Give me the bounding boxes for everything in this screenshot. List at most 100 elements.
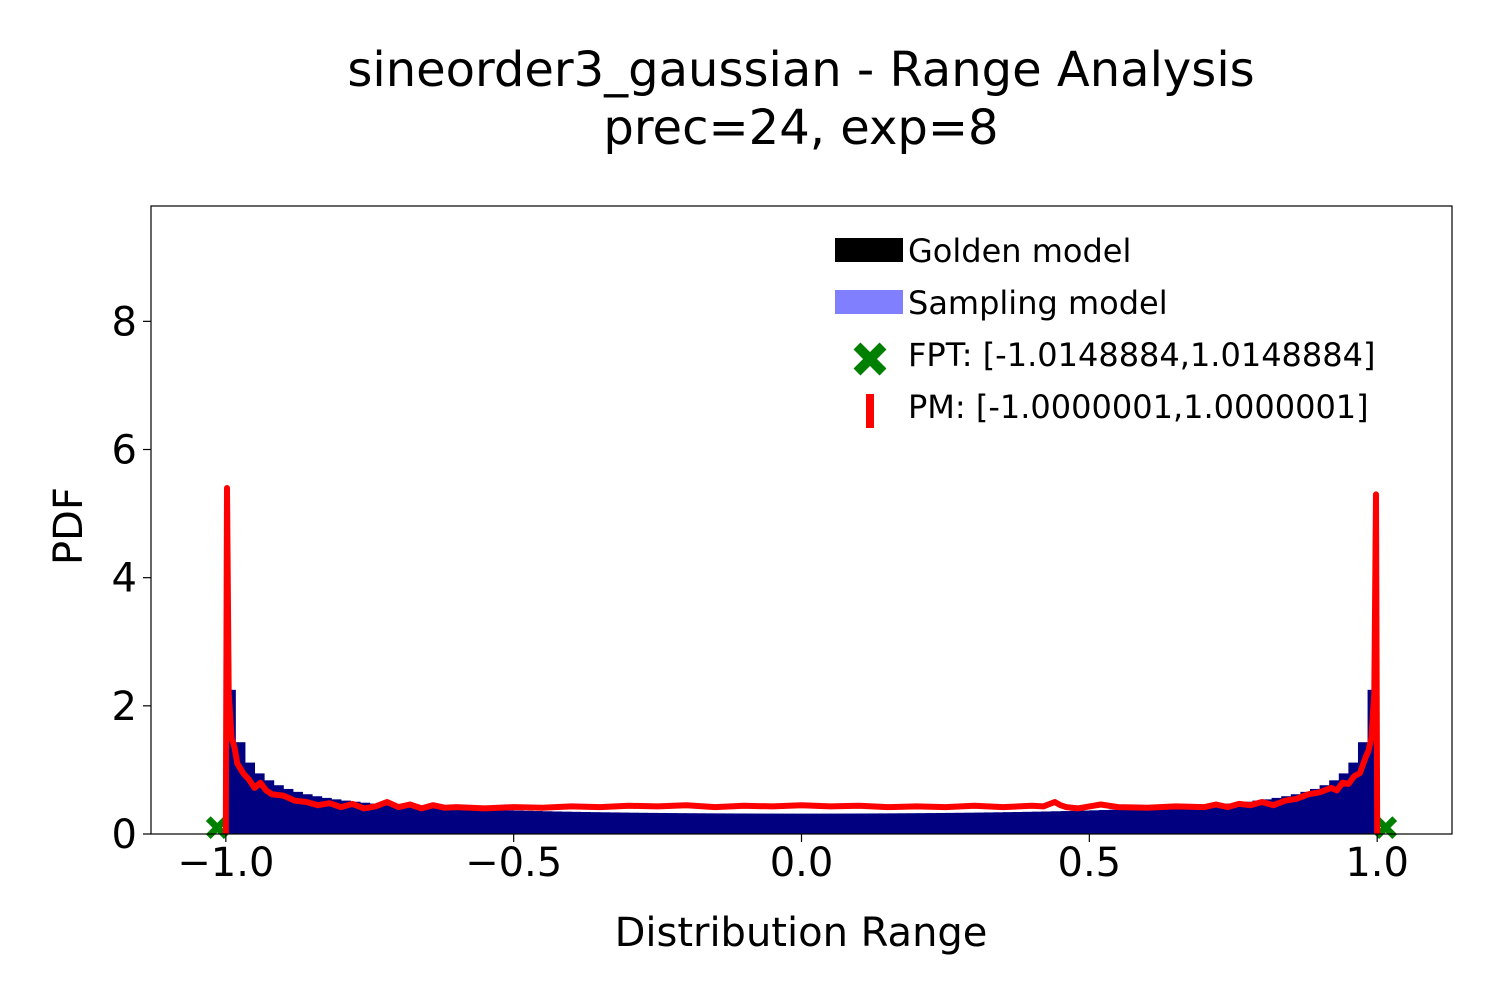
histogram-bar [302,794,313,834]
x-axis-label: Distribution Range [615,910,988,956]
histogram-bar [657,812,668,834]
histogram-bar [340,800,351,834]
histogram-bar [331,799,342,834]
legend-swatch [835,238,903,262]
histogram-bar [734,813,745,834]
histogram-bar [1089,810,1100,834]
histogram-bar [887,813,898,834]
histogram-bar [1252,800,1263,834]
histogram-bar [1146,808,1157,834]
y-axis-label: PDF [46,487,92,565]
histogram-bar [513,810,524,834]
histogram-bar [379,804,390,834]
histogram-bar [1012,811,1023,834]
y-tick-label: 0 [112,812,137,858]
histogram-bar [935,812,946,834]
histogram-bar [1031,811,1042,834]
legend-label: Golden model [908,232,1131,270]
y-axis: 0 2 4 6 8 [112,299,151,858]
legend-entry: PM: [-1.0000001,1.0000001] [866,388,1369,428]
legend-fpt-marker [853,342,887,376]
histogram-bar [1127,809,1138,834]
histogram-bar [763,813,774,834]
histogram-bar [532,811,543,834]
histogram-bar [1156,807,1167,834]
histogram-bar [907,813,918,834]
histogram-bar [676,813,687,834]
histogram-bar [1118,809,1129,834]
legend-entry: Golden model [835,232,1131,270]
histogram-bar [590,812,601,834]
histogram-bar [504,810,515,834]
histogram-bar [926,813,937,834]
histogram-bar [1271,797,1282,834]
histogram-bar [686,813,697,834]
legend-pm-marker [866,394,874,428]
histogram-bar [820,813,831,834]
pm-density-line [222,485,1381,835]
histogram-layer [225,689,1378,834]
histogram-bar [475,809,486,834]
histogram-bar [1319,785,1330,834]
y-tick-label: 2 [112,684,137,730]
histogram-bar [465,809,476,834]
histogram-bar [235,742,246,834]
histogram-bar [1098,810,1109,834]
histogram-bar [628,812,639,834]
legend-label: FPT: [-1.0148884,1.0148884] [908,336,1375,374]
histogram-bar [523,810,534,834]
histogram-bar [945,812,956,834]
histogram-bar [542,811,553,834]
histogram-bar [859,813,870,834]
histogram-bar [695,813,706,834]
histogram-bar [1079,810,1090,834]
histogram-bar [1300,791,1311,834]
legend-swatch [835,290,903,314]
histogram-bar [1022,811,1033,834]
histogram-bar [494,810,505,834]
histogram-bar [446,808,457,834]
histogram-bar [1223,803,1234,834]
histogram-bar [974,812,985,834]
histogram-bar [408,806,419,834]
histogram-bar [1329,780,1340,834]
histogram-bar [667,813,678,834]
histogram-bar [839,813,850,834]
histogram-bar [456,808,467,834]
legend: Golden model Sampling model FPT: [-1.01488… [835,232,1375,428]
histogram-bar [801,813,812,834]
y-tick-label: 8 [112,299,137,345]
histogram-bar [897,813,908,834]
histogram-bar [1357,742,1368,834]
histogram-bar [1050,811,1061,834]
histogram-bar [1367,689,1378,834]
legend-label: PM: [-1.0000001,1.0000001] [908,388,1369,426]
histogram-bar [552,811,563,834]
histogram-bar [619,812,630,834]
plot-area [205,485,1398,839]
histogram-bar [830,813,841,834]
histogram-bar [245,762,256,834]
histogram-bar [1310,788,1320,834]
histogram-bar [427,807,438,834]
histogram-bar [580,811,591,834]
histogram-bar [791,813,802,834]
histogram-bar [811,813,822,834]
histogram-bar [1108,809,1119,834]
x-axis: −1.0 −0.5 0.0 0.5 1.0 [177,834,1409,886]
histogram-bar [369,803,380,834]
histogram-bar [264,780,275,834]
histogram-bar [360,802,371,834]
x-tick-label: 0.0 [770,840,834,886]
legend-entry: Sampling model [835,284,1168,322]
legend-entry: FPT: [-1.0148884,1.0148884] [853,336,1375,376]
histogram-bar [388,805,399,834]
x-tick-label: 1.0 [1345,840,1409,886]
histogram-bar [743,813,754,834]
histogram-bar [571,811,582,834]
histogram-bar [398,805,409,834]
histogram-bar [561,811,572,834]
y-tick-label: 4 [112,556,137,602]
histogram-bar [484,809,495,834]
